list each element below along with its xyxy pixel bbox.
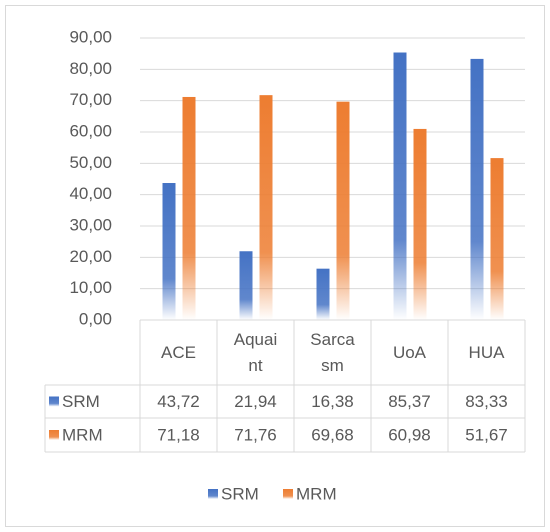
x-tick-label: Aquaint: [233, 329, 278, 375]
table-value: 69,68: [311, 425, 354, 444]
bar: [490, 158, 504, 320]
y-tick-label: 20,00: [69, 247, 112, 266]
legend-swatch: [49, 430, 59, 440]
legend-swatch: [49, 396, 59, 407]
legend-label: MRM: [296, 484, 337, 503]
x-tick-label: UoA: [392, 342, 427, 362]
bar: [316, 268, 330, 320]
y-tick-label: 90,00: [69, 27, 112, 46]
x-tick-label: Sarcasm: [310, 329, 355, 375]
table-value: 85,37: [388, 392, 431, 411]
table-value: 71,18: [157, 425, 200, 444]
y-tick-label: 50,00: [69, 153, 112, 172]
y-tick-label: 10,00: [69, 278, 112, 297]
y-tick-label: 60,00: [69, 121, 112, 140]
table-value: 16,38: [311, 392, 354, 411]
y-tick-label: 80,00: [69, 59, 112, 78]
bar: [182, 96, 196, 320]
bar: [413, 128, 427, 320]
chart-border: [5, 5, 545, 527]
bar: [336, 101, 350, 320]
x-tick-label: HUA: [468, 342, 505, 362]
legend-swatch: [283, 489, 293, 499]
y-tick-label: 30,00: [69, 215, 112, 234]
y-tick-label: 70,00: [69, 90, 112, 109]
bar: [470, 58, 484, 321]
row-label: SRM: [62, 392, 100, 411]
bar: [259, 95, 273, 320]
table-value: 83,33: [465, 392, 508, 411]
bar: [162, 183, 176, 320]
y-tick-label: 40,00: [69, 184, 112, 203]
table-value: 60,98: [388, 425, 431, 444]
table-value: 43,72: [157, 392, 200, 411]
bar: [239, 251, 253, 320]
row-label: MRM: [62, 425, 103, 444]
x-tick-label: ACE: [161, 342, 196, 362]
table-value: 71,76: [234, 425, 277, 444]
bar: [393, 52, 407, 321]
y-tick-label: 0,00: [79, 309, 112, 328]
legend-label: SRM: [221, 484, 259, 503]
table-value: 21,94: [234, 392, 277, 411]
legend-swatch: [208, 489, 218, 499]
table-value: 51,67: [465, 425, 508, 444]
